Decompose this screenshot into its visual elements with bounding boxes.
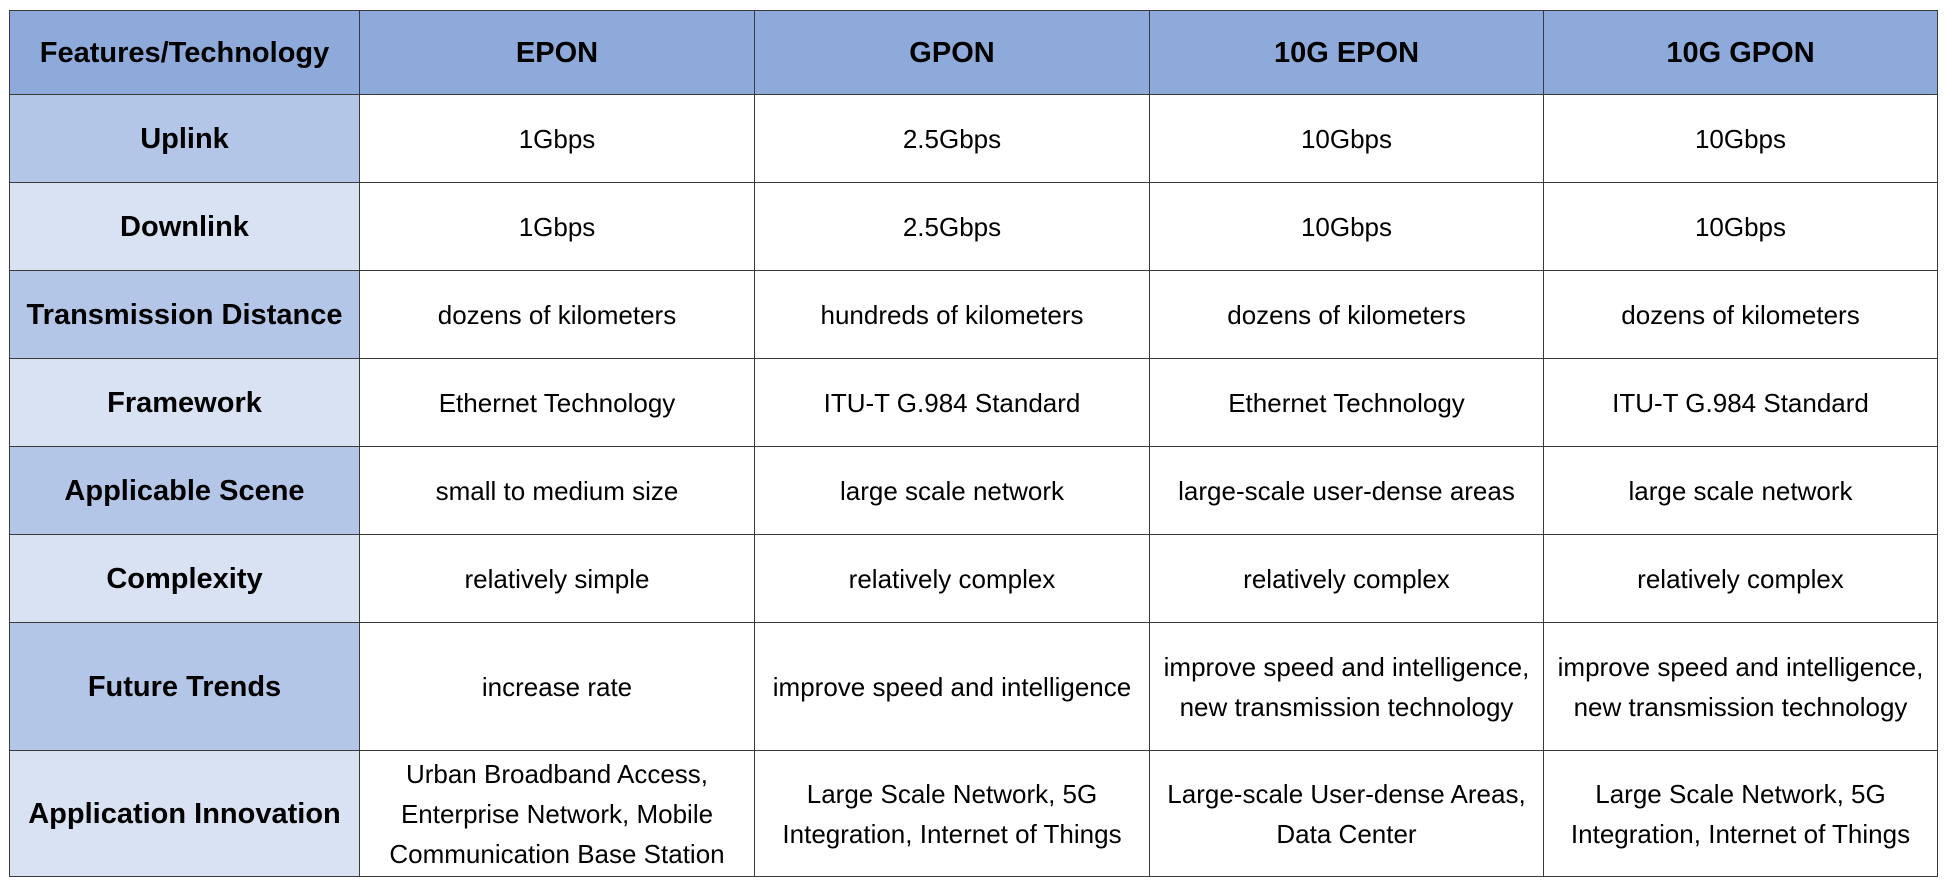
table-cell: hundreds of kilometers bbox=[754, 270, 1150, 359]
header-10g-epon: 10G EPON bbox=[1149, 10, 1544, 95]
table-cell: 2.5Gbps bbox=[754, 182, 1150, 271]
row-label: Downlink bbox=[9, 182, 360, 271]
header-features: Features/Technology bbox=[9, 10, 360, 95]
row-label: Transmission Distance bbox=[9, 270, 360, 359]
table-cell: large scale network bbox=[754, 446, 1150, 535]
table-cell: 10Gbps bbox=[1149, 182, 1544, 271]
table-cell: relatively complex bbox=[1543, 534, 1938, 623]
table-row: Uplink 1Gbps 2.5Gbps 10Gbps 10Gbps bbox=[9, 94, 1938, 183]
table-cell: ITU-T G.984 Standard bbox=[754, 358, 1150, 447]
table-row: Transmission Distance dozens of kilomete… bbox=[9, 270, 1938, 359]
header-row: Features/Technology EPON GPON 10G EPON 1… bbox=[9, 10, 1938, 95]
table-cell: Ethernet Technology bbox=[1149, 358, 1544, 447]
table-cell: 2.5Gbps bbox=[754, 94, 1150, 183]
table-cell: Urban Broadband Access, Enterprise Netwo… bbox=[359, 750, 755, 877]
table-cell: dozens of kilometers bbox=[1149, 270, 1544, 359]
table-cell: increase rate bbox=[359, 622, 755, 751]
table-cell: improve speed and intelligence, new tran… bbox=[1543, 622, 1938, 751]
row-label: Future Trends bbox=[9, 622, 360, 751]
table-cell: large-scale user-dense areas bbox=[1149, 446, 1544, 535]
table-row: Future Trends increase rate improve spee… bbox=[9, 622, 1938, 751]
table-cell: Large Scale Network, 5G Integration, Int… bbox=[754, 750, 1150, 877]
table-row: Complexity relatively simple relatively … bbox=[9, 534, 1938, 623]
row-label: Complexity bbox=[9, 534, 360, 623]
table-cell: 1Gbps bbox=[359, 94, 755, 183]
comparison-table: Features/Technology EPON GPON 10G EPON 1… bbox=[9, 10, 1938, 877]
table-row: Downlink 1Gbps 2.5Gbps 10Gbps 10Gbps bbox=[9, 182, 1938, 271]
table-cell: large scale network bbox=[1543, 446, 1938, 535]
table-cell: improve speed and intelligence, new tran… bbox=[1149, 622, 1544, 751]
row-label: Application Innovation bbox=[9, 750, 360, 877]
table-cell: 10Gbps bbox=[1543, 94, 1938, 183]
table-cell: improve speed and intelligence bbox=[754, 622, 1150, 751]
table-cell: dozens of kilometers bbox=[1543, 270, 1938, 359]
table-row: Application Innovation Urban Broadband A… bbox=[9, 750, 1938, 877]
row-label: Framework bbox=[9, 358, 360, 447]
table-cell: dozens of kilometers bbox=[359, 270, 755, 359]
table-cell: 10Gbps bbox=[1543, 182, 1938, 271]
table-cell: ITU-T G.984 Standard bbox=[1543, 358, 1938, 447]
table-cell: relatively simple bbox=[359, 534, 755, 623]
table-row: Framework Ethernet Technology ITU-T G.98… bbox=[9, 358, 1938, 447]
table-cell: 10Gbps bbox=[1149, 94, 1544, 183]
table-cell: Large-scale User-dense Areas, Data Cente… bbox=[1149, 750, 1544, 877]
row-label: Uplink bbox=[9, 94, 360, 183]
table-row: Applicable Scene small to medium size la… bbox=[9, 446, 1938, 535]
table-cell: Large Scale Network, 5G Integration, Int… bbox=[1543, 750, 1938, 877]
table-cell: 1Gbps bbox=[359, 182, 755, 271]
header-epon: EPON bbox=[359, 10, 755, 95]
header-10g-gpon: 10G GPON bbox=[1543, 10, 1938, 95]
row-label: Applicable Scene bbox=[9, 446, 360, 535]
table-cell: small to medium size bbox=[359, 446, 755, 535]
table-cell: relatively complex bbox=[1149, 534, 1544, 623]
table-cell: Ethernet Technology bbox=[359, 358, 755, 447]
header-gpon: GPON bbox=[754, 10, 1150, 95]
table-cell: relatively complex bbox=[754, 534, 1150, 623]
